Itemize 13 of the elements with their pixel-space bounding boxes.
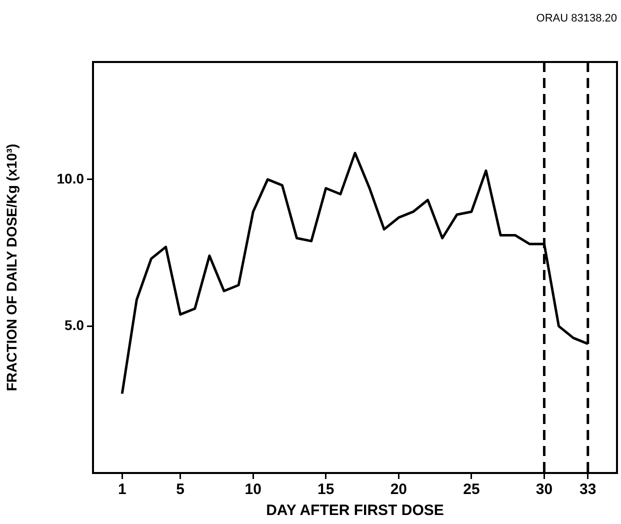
text: ORAU 83138.20	[536, 12, 617, 25]
x-tick-label: 15	[318, 481, 334, 498]
x-tick-label: 5	[176, 481, 185, 498]
y-axis-title: FRACTION OF DAILY DOSE/Kg (x10³)	[3, 144, 20, 392]
x-tick-label: 1	[118, 481, 126, 498]
y-tick-label: 10.0	[56, 170, 84, 186]
x-tick-label: 25	[463, 481, 480, 498]
y-tick-label: 5.0	[64, 317, 84, 334]
x-tick-label: 30	[536, 481, 553, 498]
x-tick-label: 10	[244, 481, 262, 498]
x-axis-title: DAY AFTER FIRST DOSE	[266, 502, 444, 520]
x-tick-label: 20	[390, 481, 408, 498]
x-tick-label: 33	[580, 481, 596, 498]
